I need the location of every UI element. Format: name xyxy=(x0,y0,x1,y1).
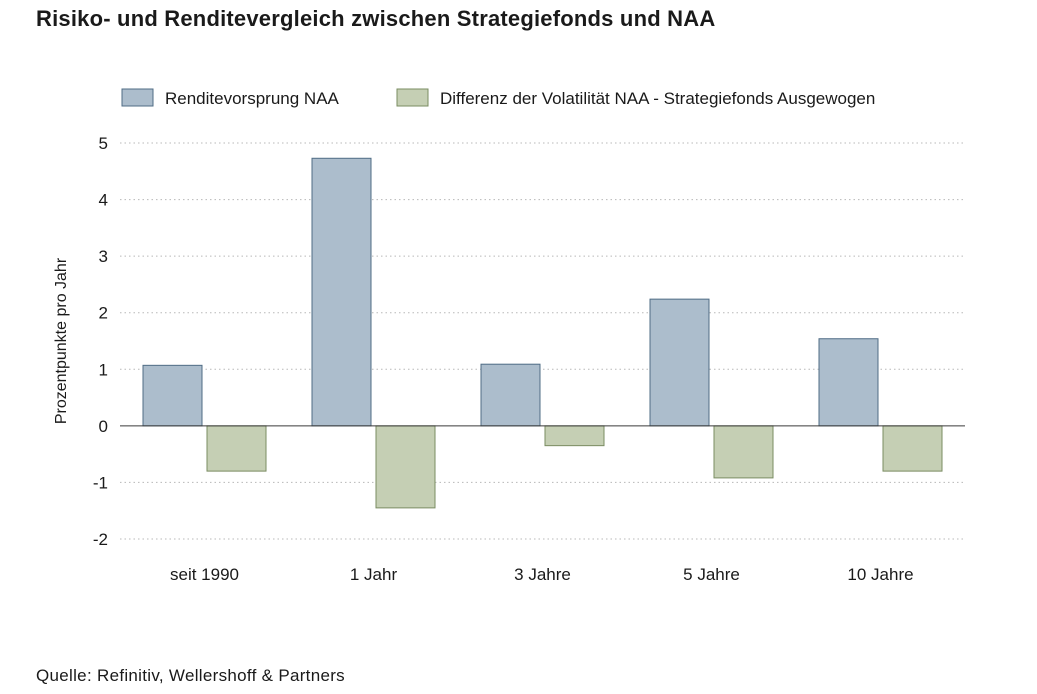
y-tick-label: 2 xyxy=(99,304,108,323)
x-tick-label: 10 Jahre xyxy=(847,565,913,584)
y-axis-label: Prozentpunkte pro Jahr xyxy=(53,257,70,424)
y-tick-label: 3 xyxy=(99,247,108,266)
y-axis-ticks: 5 4 3 2 1 0 -1 -2 xyxy=(93,134,108,549)
x-tick-label: 5 Jahre xyxy=(683,565,740,584)
bar-series-1 xyxy=(311,157,372,427)
y-tick-label: -2 xyxy=(93,530,108,549)
legend-swatch xyxy=(396,88,429,107)
bar-series-2 xyxy=(882,425,943,472)
legend: Renditevorsprung NAA Differenz der Volati… xyxy=(121,88,875,108)
x-tick-label: seit 1990 xyxy=(170,565,239,584)
y-tick-label: 1 xyxy=(99,360,108,379)
bar-series-1 xyxy=(649,298,710,427)
legend-label: Renditevorsprung NAA xyxy=(165,89,340,108)
x-axis-ticks: seit 1990 1 Jahr 3 Jahre 5 Jahre 10 Jahre xyxy=(170,565,914,584)
y-tick-label: 0 xyxy=(99,417,108,436)
gridlines xyxy=(120,142,965,540)
bar-series-2 xyxy=(375,425,436,509)
bars xyxy=(142,157,943,509)
x-tick-label: 3 Jahre xyxy=(514,565,571,584)
y-tick-label: 4 xyxy=(99,191,108,210)
bar-series-2 xyxy=(544,425,605,447)
y-tick-label: 5 xyxy=(99,134,108,153)
bar-series-1 xyxy=(480,363,541,427)
source-note: Quelle: Refinitiv, Wellershoff & Partner… xyxy=(36,666,345,685)
chart-title: Risiko- und Renditevergleich zwischen St… xyxy=(36,6,716,31)
legend-label: Differenz der Volatilität NAA - Strategi… xyxy=(440,89,875,108)
legend-swatch xyxy=(121,88,154,107)
bar-series-1 xyxy=(142,364,203,427)
bar-series-1 xyxy=(818,338,879,427)
bar-series-2 xyxy=(713,425,774,479)
x-tick-label: 1 Jahr xyxy=(350,565,398,584)
bar-series-2 xyxy=(206,425,267,472)
y-tick-label: -1 xyxy=(93,473,108,492)
